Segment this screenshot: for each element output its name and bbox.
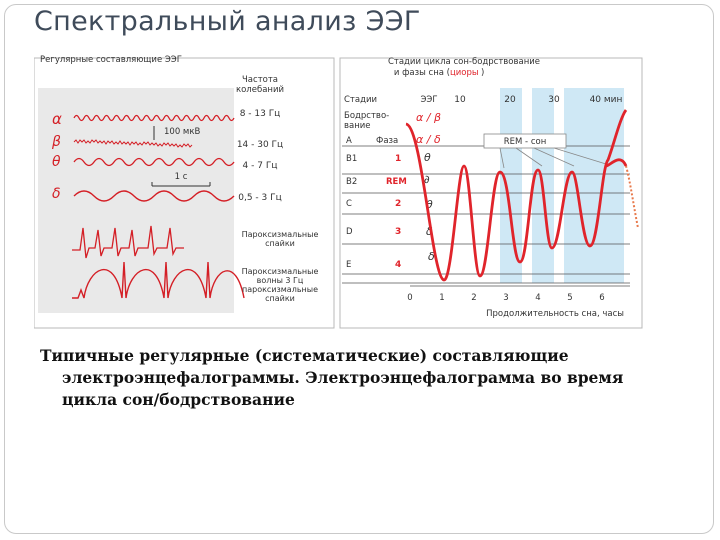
paroxysmal-spikes-wave <box>72 225 184 259</box>
freq-alpha: 8 - 13 Гц <box>240 109 281 119</box>
paroxysm-2-line-1: Пароксизмальные <box>242 267 319 276</box>
bottom-tick-2: 2 <box>471 293 476 303</box>
phase-1: 1 <box>395 154 401 164</box>
stage-c: С <box>346 199 352 209</box>
phase-rem: REM <box>386 177 407 187</box>
callout-line <box>533 147 575 167</box>
paroxysmal-3hz-wave <box>72 261 245 299</box>
left-panel-title: Регулярные составляющие ЭЭГ <box>40 55 182 65</box>
x-axis-label: Продолжительность сна, часы <box>486 309 624 319</box>
hypnogram-curve <box>405 109 628 282</box>
stage-b1: В1 <box>346 154 357 164</box>
eeg-figure: Регулярные составляющие ЭЭГ Частота коле… <box>34 55 643 329</box>
bottom-tick-1: 1 <box>439 293 444 303</box>
slide-caption: Типичные регулярные (систематические) со… <box>40 345 680 411</box>
wave-e: δ <box>428 250 435 263</box>
freq-header-2: колебаний <box>236 85 284 95</box>
col-phase: Фаза <box>376 136 398 146</box>
paroxysm-2-line-4: спайки <box>265 294 295 303</box>
stage-b2: В2 <box>346 177 357 187</box>
col-eeg: ЭЭГ <box>420 95 437 105</box>
sleep-cycle-panel: Стадии цикла сон-бодрствование и фазы сн… <box>339 57 643 329</box>
top-tick-4: 40 мин <box>590 95 623 105</box>
rem-callout-box <box>483 133 567 149</box>
rem-band-1 <box>500 88 522 283</box>
hypnogram-tail <box>625 165 639 229</box>
paroxysm-2-line-2: волны 3 Гц <box>257 276 304 285</box>
phase-4: 4 <box>395 260 401 270</box>
alpha-wave <box>73 114 235 122</box>
phase-3: 3 <box>395 227 401 237</box>
right-title-red: циоры <box>450 68 479 78</box>
top-tick-3: 30 <box>548 95 560 105</box>
scale-amplitude: 100 мкВ <box>164 127 200 137</box>
bottom-tick-6: 6 <box>599 293 604 303</box>
callout-line <box>553 147 607 165</box>
caption-line-3: цикла сон/бодрствование <box>62 390 295 409</box>
freq-delta: 0,5 - 3 Гц <box>238 193 281 203</box>
paroxysm-1-line-2: спайки <box>265 239 295 248</box>
band-symbol-delta: δ <box>52 186 61 202</box>
stage-e: E <box>346 260 351 270</box>
top-tick-1: 10 <box>454 95 466 105</box>
bottom-tick-0: 0 <box>407 293 412 303</box>
wave-d: δ <box>426 225 433 238</box>
delta-wave <box>73 190 235 202</box>
right-title-line-2: и фазы сна ( <box>394 68 450 78</box>
stage-a: А <box>346 136 352 146</box>
wave-b2: ∂ <box>424 173 430 186</box>
beta-wave <box>73 139 193 148</box>
stage-d: D <box>346 227 353 237</box>
hypnogram-tail-top <box>605 158 628 168</box>
callout-line <box>499 147 505 169</box>
wave-c: θ <box>426 198 433 211</box>
rem-callout-label: REM - сон <box>504 137 547 147</box>
paroxysm-2-line-3: пароксизмальные <box>242 285 318 294</box>
stage-wake-2: вание <box>344 121 371 131</box>
scale-time: 1 с <box>175 172 188 182</box>
freq-header-1: Частота <box>242 75 278 85</box>
stage-wake-1: Бодрство- <box>344 111 389 121</box>
wave-wake: α / β <box>416 111 441 124</box>
wave-a: α / δ <box>416 133 441 146</box>
band-symbol-alpha: α <box>52 110 62 128</box>
callout-line <box>515 147 543 167</box>
rem-band-4 <box>584 88 624 283</box>
rem-band-3 <box>564 88 586 283</box>
slide-title: Спектральный анализ ЭЭГ <box>34 6 421 37</box>
band-symbol-theta: θ <box>52 154 61 170</box>
right-title-end: ) <box>481 68 484 78</box>
caption-line-2: электроэнцефалограммы. Электроэнцефалогр… <box>62 368 624 387</box>
freq-beta: 14 - 30 Гц <box>237 140 283 150</box>
col-stage: Стадии <box>344 95 377 105</box>
bottom-tick-3: 3 <box>503 293 508 303</box>
bottom-tick-4: 4 <box>535 293 540 303</box>
caption-line-1: Типичные регулярные (систематические) со… <box>40 346 569 365</box>
top-tick-2: 20 <box>504 95 516 105</box>
regular-components-panel: Регулярные составляющие ЭЭГ Частота коле… <box>34 55 335 329</box>
freq-theta: 4 - 7 Гц <box>243 161 278 171</box>
wave-b1: θ <box>424 151 431 164</box>
phase-2: 2 <box>395 199 401 209</box>
bottom-tick-5: 5 <box>567 293 572 303</box>
band-symbol-beta: β <box>51 134 61 150</box>
paroxysm-1-line-1: Пароксизмальные <box>242 230 319 239</box>
theta-wave <box>73 157 235 167</box>
right-title-line-1: Стадии цикла сон-бодрствование <box>388 57 540 67</box>
